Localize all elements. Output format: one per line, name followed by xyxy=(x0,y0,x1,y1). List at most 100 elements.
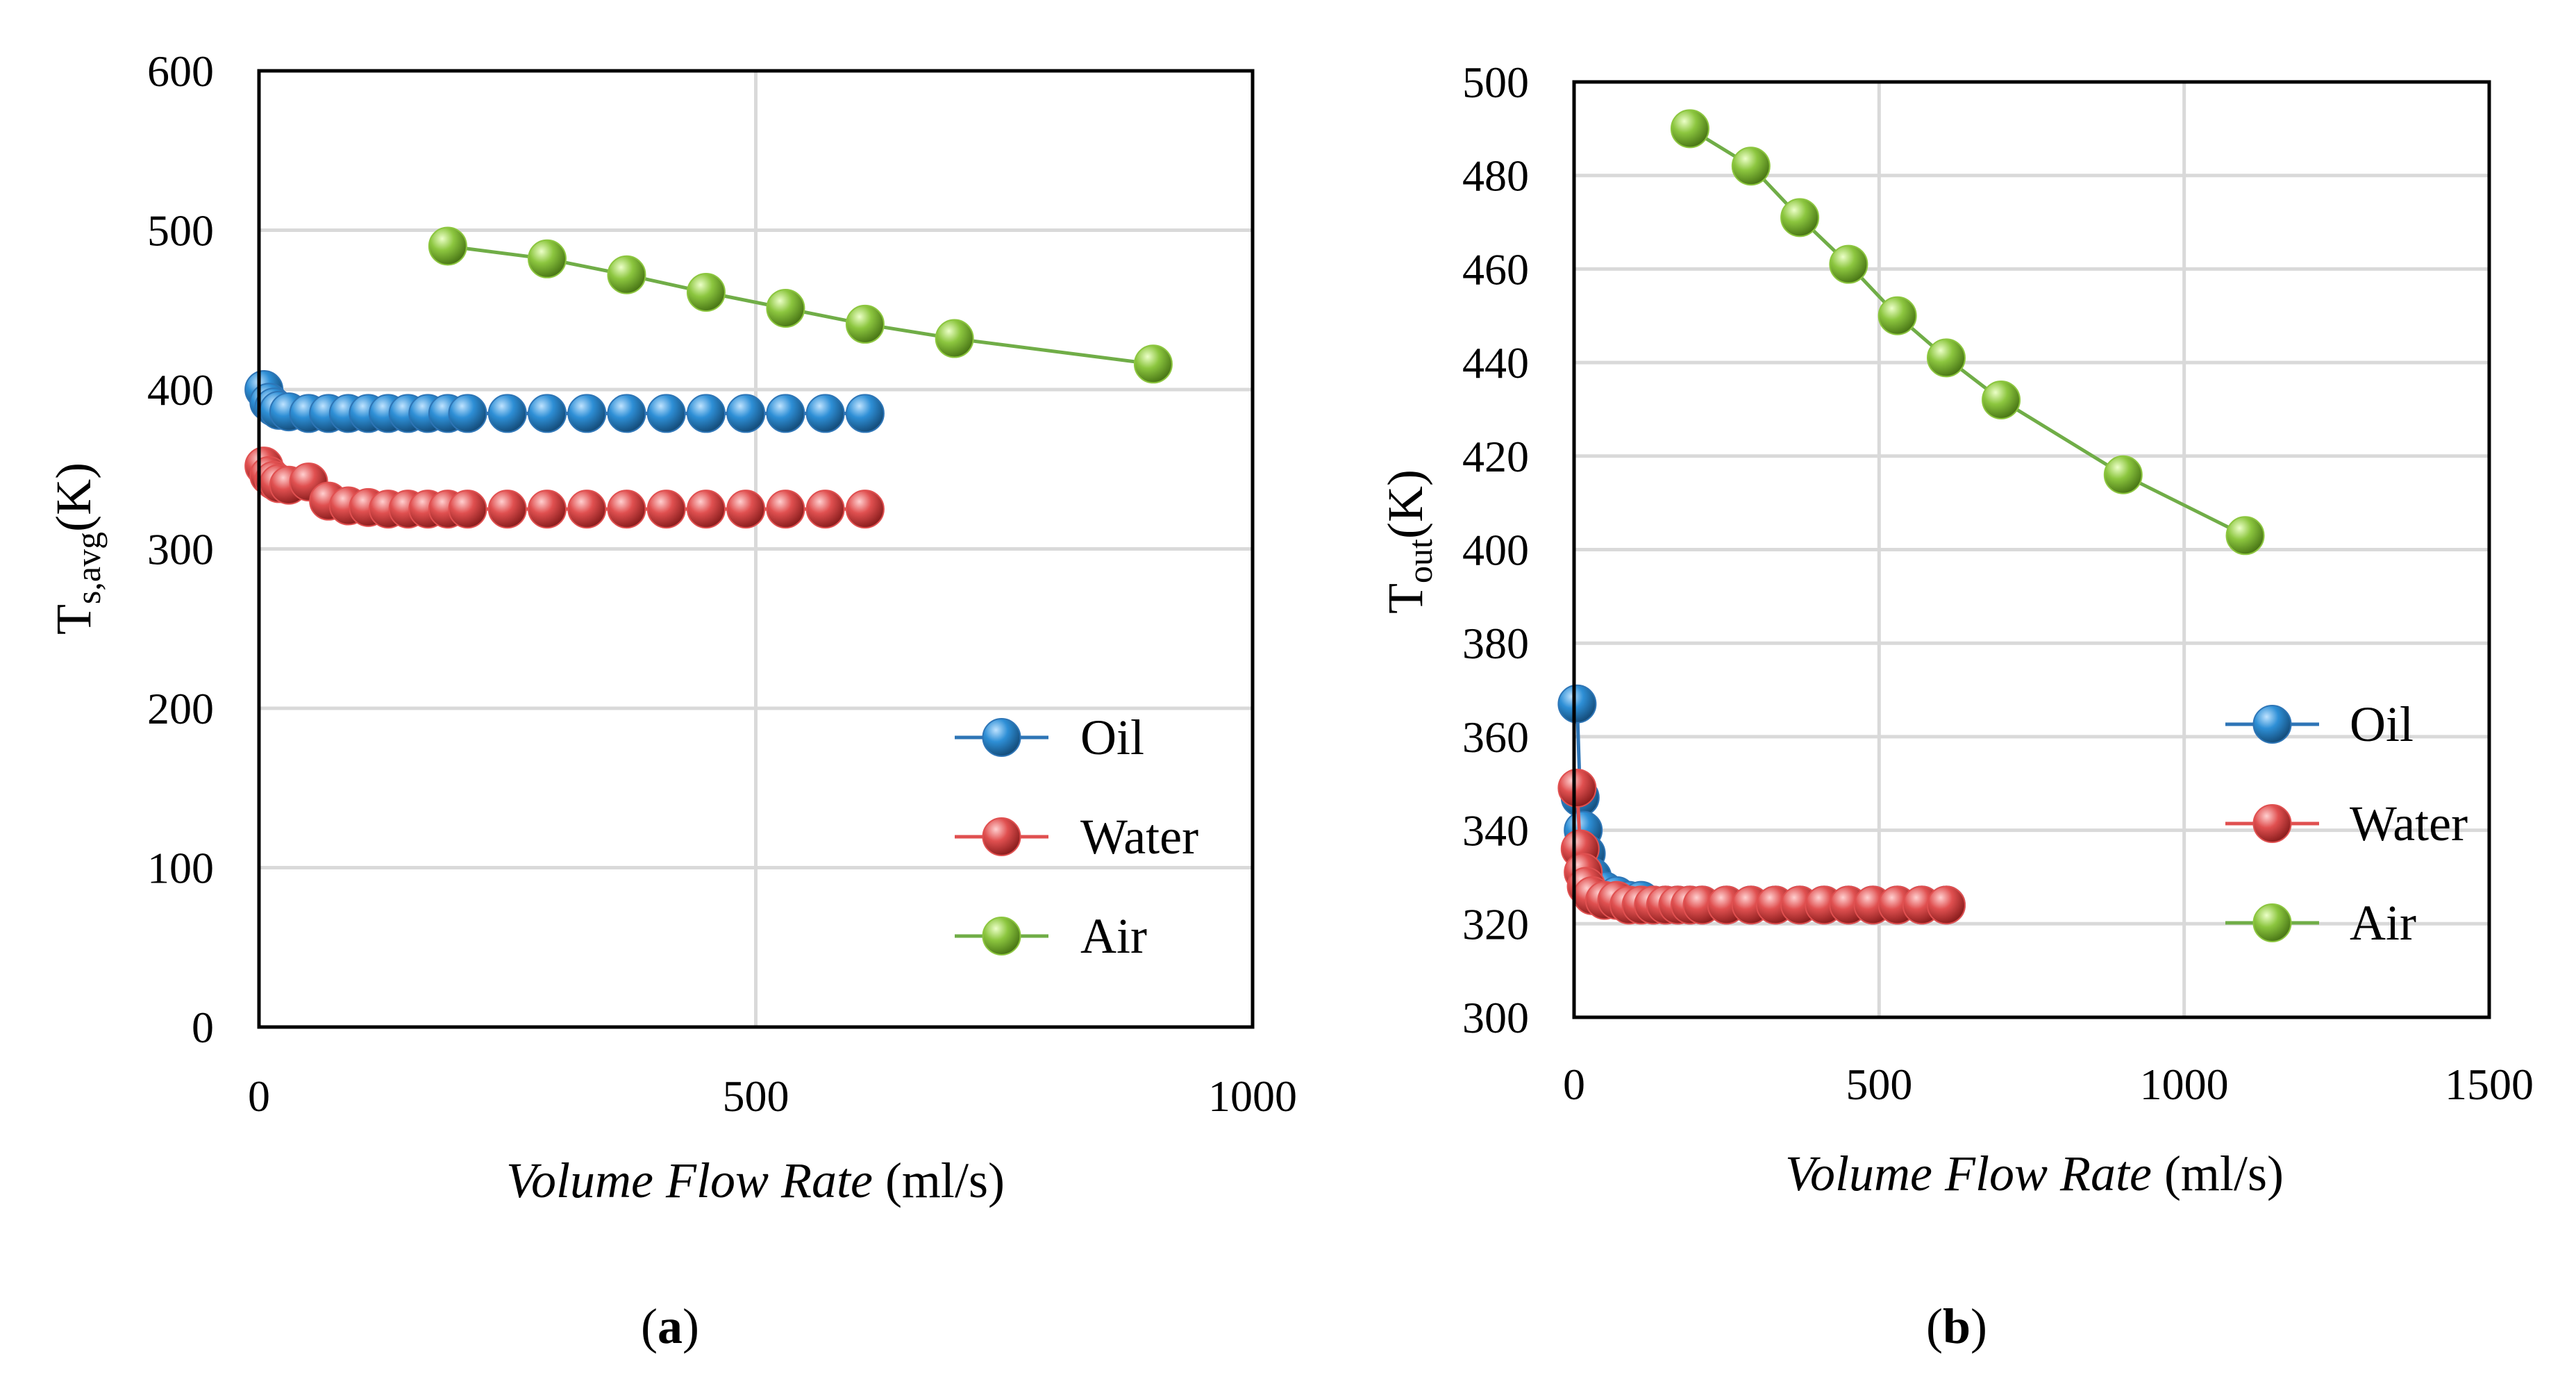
point-water-a-16 xyxy=(567,490,607,529)
point-water-a-18 xyxy=(646,490,686,529)
legend-a: Oil Water Air xyxy=(955,710,1198,964)
x-ticks-b: 0 500 1000 1500 xyxy=(1563,1060,2534,1109)
point-air-a-6 xyxy=(935,319,974,358)
x-tick-label-a-0: 0 xyxy=(248,1071,270,1121)
y-tick-label-a-4: 400 xyxy=(147,365,214,415)
point-water-a-15 xyxy=(527,490,567,529)
x-axis-title-name-a: Volume Flow Rate xyxy=(506,1153,873,1208)
legend-label-air-b: Air xyxy=(2350,895,2416,951)
y-axis-title-main-a: T xyxy=(46,604,101,635)
y-tick-label-b-0: 300 xyxy=(1462,993,1529,1042)
point-water-a-22 xyxy=(805,490,845,529)
chart-panel-a: 0 500 1000 0 100 200 300 400 500 600 Volume Flow… xyxy=(46,47,1297,1354)
point-air-a-3 xyxy=(686,273,726,312)
x-tick-label-b-1: 500 xyxy=(1846,1060,1912,1109)
chart-panel-b: 0 500 1000 1500 300 320 340 360 380 400 420 440 460… xyxy=(1378,58,2534,1354)
y-axis-title-sub-b: out xyxy=(1400,539,1439,583)
point-air-b-8 xyxy=(2225,516,2265,556)
legend-marker-air-b xyxy=(2252,903,2292,942)
point-air-b-7 xyxy=(2103,455,2143,494)
point-oil-a-13 xyxy=(448,394,487,433)
point-water-a-14 xyxy=(487,490,527,529)
y-tick-label-b-4: 380 xyxy=(1462,619,1529,668)
y-tick-label-b-5: 400 xyxy=(1462,526,1529,575)
point-oil-a-14 xyxy=(487,394,527,433)
y-axis-title-a: Ts,avg(K) xyxy=(46,462,108,635)
x-axis-title-a: Volume Flow Rate (ml/s) xyxy=(506,1153,1005,1208)
point-oil-a-23 xyxy=(845,394,885,433)
y-tick-label-b-9: 480 xyxy=(1462,151,1529,201)
point-air-a-5 xyxy=(845,304,885,344)
plot-frame-b xyxy=(1572,80,2491,1019)
y-tick-label-a-1: 100 xyxy=(147,844,214,893)
x-axis-title-unit-a: (ml/s) xyxy=(873,1153,1005,1208)
y-tick-label-b-10: 500 xyxy=(1462,58,1529,107)
point-oil-a-21 xyxy=(766,394,805,433)
x-axis-title-b: Volume Flow Rate (ml/s) xyxy=(1785,1146,2284,1201)
point-water-a-17 xyxy=(607,490,646,529)
series-b xyxy=(1557,109,2265,925)
point-water-a-23 xyxy=(845,490,885,529)
y-tick-label-a-3: 300 xyxy=(147,525,214,574)
point-oil-a-22 xyxy=(805,394,845,433)
y-tick-label-b-7: 440 xyxy=(1462,338,1529,387)
panel-letter-a: a xyxy=(658,1299,683,1354)
x-tick-label-b-3: 1500 xyxy=(2445,1060,2534,1109)
point-oil-a-17 xyxy=(607,394,646,433)
panel-label-a: (a) xyxy=(641,1299,699,1354)
point-air-b-2 xyxy=(1780,198,1820,237)
x-axis-title-unit-b: (ml/s) xyxy=(2152,1146,2284,1201)
point-air-a-2 xyxy=(607,255,646,294)
grid-a xyxy=(257,69,1255,1029)
point-water-a-21 xyxy=(766,490,805,529)
point-air-b-5 xyxy=(1926,338,1966,378)
point-air-b-6 xyxy=(1982,380,2021,419)
point-air-a-1 xyxy=(527,239,567,278)
point-air-a-4 xyxy=(766,288,805,328)
point-oil-a-15 xyxy=(527,394,567,433)
legend-label-oil-b: Oil xyxy=(2350,696,2414,752)
y-ticks-b: 300 320 340 360 380 400 420 440 460 480 500 xyxy=(1462,58,1529,1042)
legend-marker-oil-a xyxy=(982,718,1021,757)
point-air-b-3 xyxy=(1829,244,1868,284)
y-tick-label-b-3: 360 xyxy=(1462,712,1529,762)
point-oil-b-0 xyxy=(1557,684,1597,724)
point-oil-a-20 xyxy=(726,394,766,433)
point-oil-a-18 xyxy=(646,394,686,433)
y-tick-label-b-6: 420 xyxy=(1462,432,1529,481)
x-axis-title-name-b: Volume Flow Rate xyxy=(1785,1146,2152,1201)
point-oil-a-19 xyxy=(686,394,726,433)
y-axis-title-b: Tout(K) xyxy=(1378,469,1439,614)
y-tick-label-b-1: 320 xyxy=(1462,899,1529,949)
legend-label-water-a: Water xyxy=(1080,809,1198,865)
series-line-oil-b xyxy=(1575,703,1946,907)
point-air-b-1 xyxy=(1731,147,1771,186)
y-tick-label-a-2: 200 xyxy=(147,684,214,733)
x-ticks-a: 0 500 1000 xyxy=(248,1071,1297,1121)
x-tick-label-b-0: 0 xyxy=(1563,1060,1585,1109)
series-line-air-b xyxy=(1689,127,2246,537)
point-water-a-19 xyxy=(686,490,726,529)
y-ticks-a: 0 100 200 300 400 500 600 xyxy=(147,47,214,1052)
point-water-a-13 xyxy=(448,490,487,529)
y-tick-label-a-0: 0 xyxy=(192,1003,214,1052)
panel-label-b: (b) xyxy=(1926,1299,1987,1354)
plot-frame-a xyxy=(257,69,1255,1029)
legend-marker-air-a xyxy=(982,917,1021,955)
y-axis-title-unit-a: (K) xyxy=(46,462,101,532)
y-tick-label-b-8: 460 xyxy=(1462,244,1529,294)
point-air-b-4 xyxy=(1877,296,1917,335)
point-water-b-0 xyxy=(1557,768,1597,808)
panel-letter-b: b xyxy=(1943,1299,1971,1354)
x-tick-label-b-2: 1000 xyxy=(2140,1060,2229,1109)
grid-b xyxy=(1572,80,2491,1019)
point-water-a-20 xyxy=(726,490,766,529)
legend-label-air-a: Air xyxy=(1080,908,1147,964)
legend-marker-water-a xyxy=(982,817,1021,856)
y-tick-label-a-6: 600 xyxy=(147,47,214,96)
legend-label-water-b: Water xyxy=(2350,796,2468,851)
legend-b: Oil Water Air xyxy=(2225,696,2468,951)
x-tick-label-a-1: 500 xyxy=(723,1071,789,1121)
point-oil-a-16 xyxy=(567,394,607,433)
